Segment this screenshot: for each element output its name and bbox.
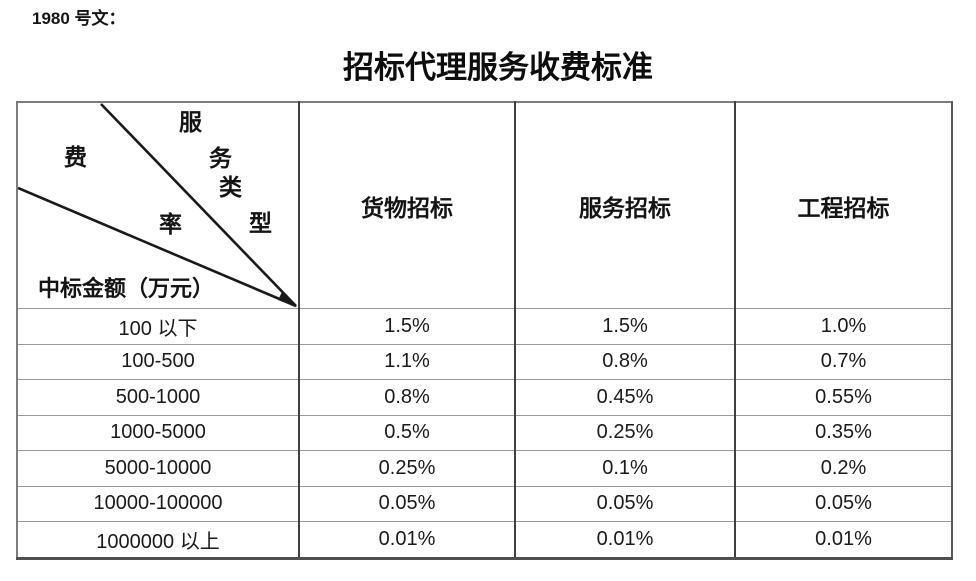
header-row: 服 务 类 型 费 率 中标金额（万元） 货物招标 服务招标 工程招标	[17, 102, 952, 309]
row-label-cell: 500-1000	[17, 379, 299, 415]
rate-cell: 0.01%	[514, 521, 735, 558]
fee-table: 服 务 类 型 费 率 中标金额（万元） 货物招标 服务招标 工程招标 100 …	[16, 101, 953, 560]
row-label-cell: 1000000 以上	[17, 521, 299, 558]
column-header-services: 服务招标	[514, 102, 735, 309]
table-row: 100-500 1.1% 0.8% 0.7%	[17, 343, 952, 380]
rate-cell: 0.25%	[298, 450, 515, 486]
diagonal-lines	[18, 103, 297, 308]
table-row: 500-1000 0.8% 0.45% 0.55%	[17, 379, 952, 415]
rate-cell: 1.0%	[734, 308, 952, 344]
table-row: 1000000 以上 0.01% 0.01% 0.01%	[17, 521, 952, 558]
corner-fee-rate-char: 费	[64, 145, 87, 170]
page-title: 招标代理服务收费标准	[343, 50, 653, 85]
rate-cell: 0.45%	[514, 379, 735, 415]
column-header-goods: 货物招标	[298, 102, 515, 309]
doc-number-note: 1980 号文：	[32, 9, 126, 28]
rate-cell: 0.25%	[514, 414, 735, 451]
row-label-cell: 1000-5000	[17, 414, 299, 451]
row-label-cell: 100-500	[17, 343, 299, 380]
diagonal-header-cell: 服 务 类 型 费 率 中标金额（万元）	[17, 102, 299, 309]
rate-cell: 0.35%	[734, 414, 952, 451]
table-row: 100 以下 1.5% 1.5% 1.0%	[17, 308, 952, 344]
row-label-cell: 10000-100000	[17, 485, 299, 522]
rate-cell: 0.05%	[298, 485, 515, 522]
amount-axis-label: 中标金额（万元）	[38, 276, 215, 301]
rate-cell: 0.2%	[734, 450, 952, 486]
corner-service-type-char: 型	[249, 211, 272, 236]
column-header-works: 工程招标	[734, 102, 952, 309]
rate-cell: 0.1%	[514, 450, 735, 486]
table-row: 10000-100000 0.05% 0.05% 0.05%	[17, 485, 952, 522]
rate-cell: 0.01%	[734, 521, 952, 558]
rate-cell: 0.01%	[298, 521, 515, 558]
rate-cell: 0.05%	[514, 485, 735, 522]
rate-cell: 0.5%	[298, 414, 515, 451]
table-row: 5000-10000 0.25% 0.1% 0.2%	[17, 450, 952, 486]
rate-cell: 0.8%	[514, 343, 735, 380]
table-row: 1000-5000 0.5% 0.25% 0.35%	[17, 414, 952, 451]
row-label-cell: 5000-10000	[17, 450, 299, 486]
rate-cell: 0.05%	[734, 485, 952, 522]
arrowhead	[278, 292, 297, 307]
rate-cell: 0.7%	[734, 343, 952, 380]
rate-cell: 1.5%	[298, 308, 515, 344]
rate-cell: 0.8%	[298, 379, 515, 415]
row-label-cell: 100 以下	[17, 308, 299, 344]
corner-service-type-char: 服	[179, 110, 202, 135]
corner-fee-rate-char: 率	[159, 212, 182, 237]
rate-cell: 1.5%	[514, 308, 735, 344]
rate-cell: 0.55%	[734, 379, 952, 415]
corner-service-type-char: 类	[219, 175, 242, 200]
corner-service-type-char: 务	[209, 146, 232, 171]
rate-cell: 1.1%	[298, 343, 515, 380]
